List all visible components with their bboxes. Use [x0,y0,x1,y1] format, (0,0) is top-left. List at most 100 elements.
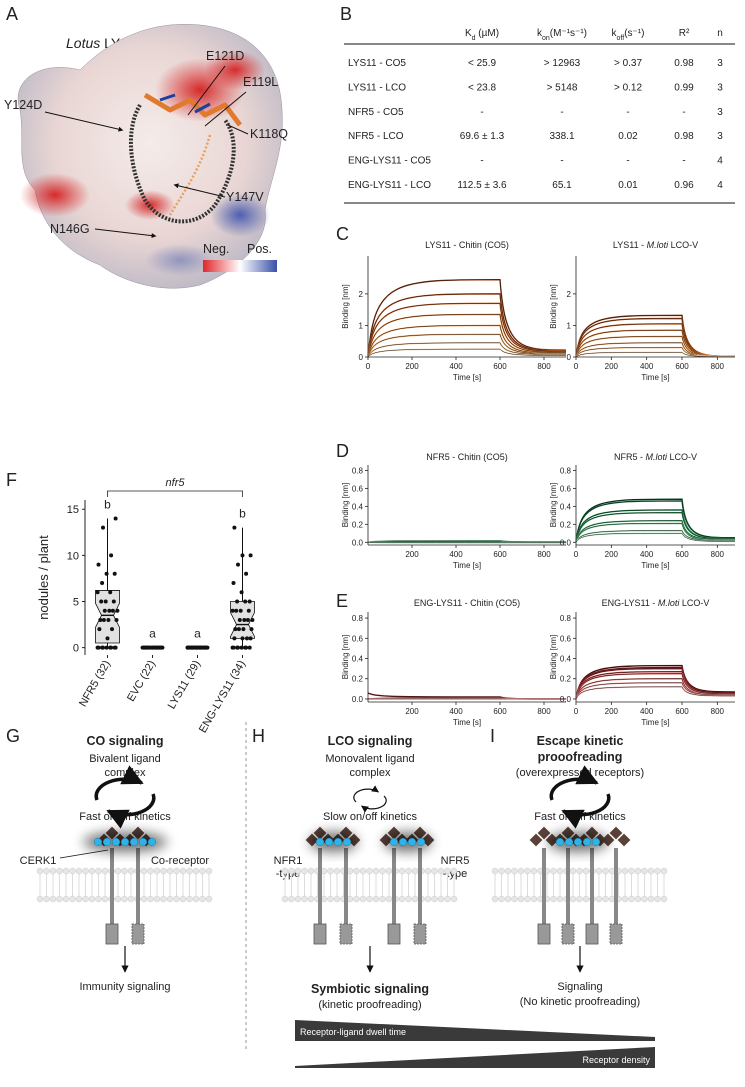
title-part: NFR5 - [614,452,646,462]
receptor-stalk [418,848,422,926]
significance-letter: b [104,497,111,511]
fit-curve [575,352,736,358]
data-point [114,617,119,622]
table-cell: 3 [717,107,723,118]
lipid-head [372,867,380,875]
kinetics-arrow [361,795,387,813]
lipid-head [56,895,63,903]
plot-title: NFR5 - Chitin (CO5) [426,452,508,462]
header-part: k [537,28,543,39]
lipid-head [431,895,438,903]
diagram-title: Escape kinetic [537,734,624,748]
lipid-head [379,867,386,875]
x-tick-label: LYS11 (29) [166,659,203,712]
lipid-head [353,867,360,875]
diagram-subtitle: Bivalent ligand [89,753,161,765]
y-tick-label: 0.0 [560,695,572,704]
lipid-head [179,895,187,903]
lipid-head [121,867,128,875]
y-tick-label: 0.6 [352,484,364,493]
lipid-head [36,895,44,903]
table-cell: 0.98 [674,131,694,142]
data-point [109,645,114,650]
lipid-head [411,895,419,903]
fit-curve [575,533,736,543]
lipid-head [634,867,642,875]
ligand-sugar [389,837,399,847]
table-cell: > 5148 [547,82,578,93]
lipid-head [101,867,109,875]
lipid-head [307,895,315,903]
y-tick-label: 0.4 [560,502,572,511]
legend-label: Pos. [247,242,272,256]
x-tick-label: 400 [640,550,654,559]
plot-title: NFR5 - M.loti LCO-V [614,452,697,462]
lipid-head [524,867,531,875]
panel-letter: H [252,726,265,746]
ligand-sugar [111,837,121,847]
x-tick-label: 200 [405,550,419,559]
x-tick-label: 0 [574,550,579,559]
binding-curve [367,278,567,358]
lipid-head [140,867,148,875]
lipid-head [43,867,50,875]
data-point [96,645,101,650]
x-tick-label: 600 [493,362,507,371]
fit-curve [367,279,567,358]
data-point [115,608,120,613]
table-cell: 4 [717,156,723,167]
x-tick-label: 800 [711,707,725,716]
y-tick-label: 1 [359,321,364,330]
title-part: NFR5 - Chitin (CO5) [426,452,508,462]
data-point [190,645,195,650]
fit-curve [367,293,567,358]
title-part: M.loti [645,452,668,462]
header-part: off [617,35,625,42]
lipid-head [385,895,393,903]
pointer [187,65,226,116]
data-point [152,645,157,650]
ligand-sugar [102,837,112,847]
lipid-head [88,867,96,875]
significance-letter: a [149,627,156,641]
header-part: n [717,28,723,39]
pointer [59,849,109,859]
lipid-head [62,867,70,875]
kinetics-arrow [561,793,611,829]
diagram-title: CO signaling [86,734,163,748]
data-point [108,590,113,595]
lipid-head [654,867,661,875]
ligand-sugar [591,837,601,847]
lipid-head [121,895,128,903]
receptor-stalk [318,848,322,926]
lipid-head [660,867,668,875]
x-axis-label: Time [s] [453,718,481,727]
data-point [202,645,207,650]
table-cell: 3 [717,131,723,142]
data-point [245,617,250,622]
lipid-head [424,895,432,903]
data-point [239,645,244,650]
pointer [227,124,249,135]
ligand-path [168,134,212,216]
lipid-head [405,867,412,875]
lipid-head [641,867,648,875]
ligand-sugar [93,837,103,847]
x-axis-label: Time [s] [641,373,669,382]
table-cell: - [626,107,629,118]
kinetics-arrow [94,765,144,801]
column-header: koff(s⁻¹) [612,28,645,42]
ligand-sugar [315,837,325,847]
lipid-head [294,895,302,903]
kinase-domain [105,923,119,945]
lipid-head [327,867,334,875]
lipid-head [101,895,109,903]
lipid-head [199,867,206,875]
diagram-subtitle: complex [105,767,146,779]
x-axis-label: Time [s] [641,718,669,727]
y-tick-label: 0.2 [560,520,572,529]
ligand [143,92,242,127]
lipid-head [576,867,583,875]
y-axis-label: Binding [nm] [341,284,350,328]
negative-patch [205,50,265,90]
